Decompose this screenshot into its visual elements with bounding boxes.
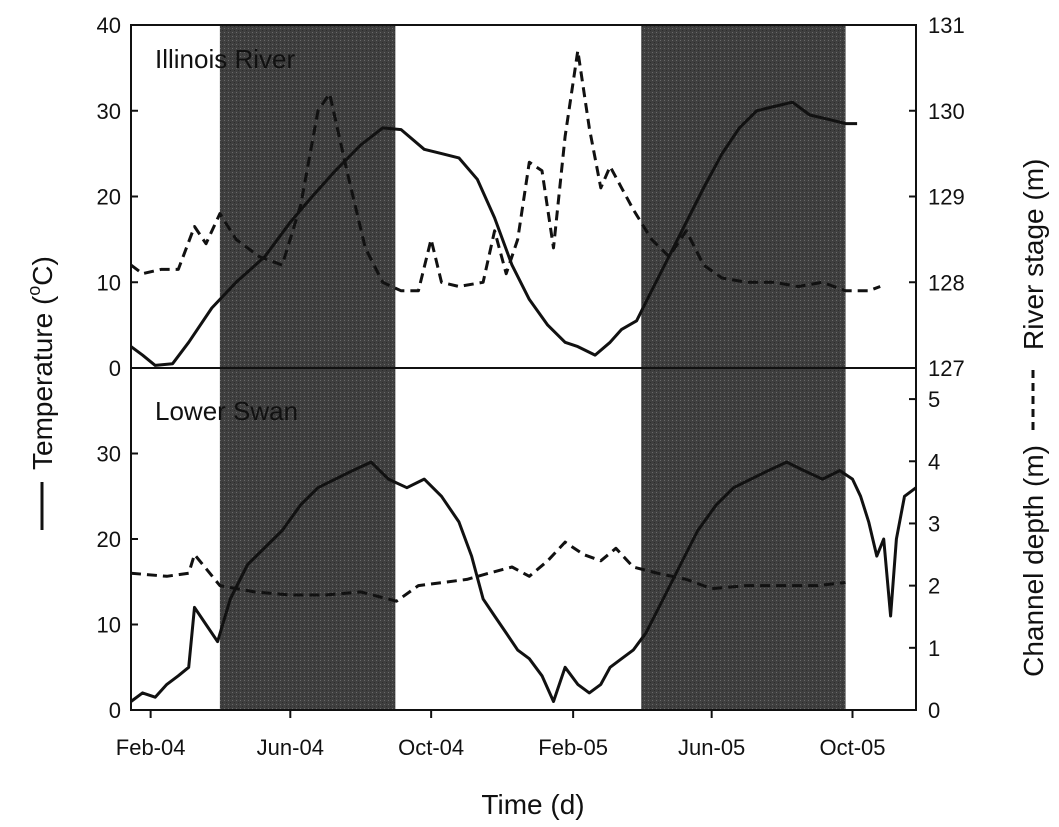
y-left-tick-label: 10 <box>97 270 121 295</box>
x-tick-label: Jun-04 <box>257 735 324 760</box>
y-right-tick-label: 0 <box>928 698 940 723</box>
x-tick-label: Feb-05 <box>538 735 608 760</box>
y-right-tick-label: 3 <box>928 511 940 536</box>
left-axis-title-prefix: Temperature ( <box>27 295 58 470</box>
series-layer <box>130 49 917 703</box>
right-axis-title-top: River stage (m) <box>1018 159 1049 350</box>
y-right-tick-label: 4 <box>928 449 940 474</box>
y-right-tick-label: 1 <box>928 636 940 661</box>
x-tick-label: Jun-05 <box>678 735 745 760</box>
panel-label-lower-swan: Lower Swan <box>155 396 298 426</box>
y-right-tick-label: 127 <box>928 356 965 381</box>
y-left-tick-label: 30 <box>97 442 121 467</box>
right-axis-title-bottom: Channel depth (m) <box>1018 445 1049 677</box>
series-panel0-solid-line <box>130 100 858 367</box>
tick-labels: 0 10 20 30 40 127 128 129 130 131 0 10 20 30 0 1 2 3 4 5 Feb… <box>97 13 965 760</box>
svg-text:Temperature (oC): Temperature (oC) <box>24 256 58 470</box>
y-right-tick-label: 130 <box>928 99 965 124</box>
x-tick-label: Oct-04 <box>398 735 464 760</box>
x-axis-title: Time (d) <box>481 789 584 820</box>
y-left-tick-label: 10 <box>97 613 121 638</box>
y-left-tick-label: 0 <box>109 356 121 381</box>
y-left-tick-label: 20 <box>97 527 121 552</box>
left-axis-title: Temperature (oC) <box>24 256 58 530</box>
y-right-tick-label: 128 <box>928 270 965 295</box>
series-panel1-solid-line <box>130 460 917 703</box>
y-left-tick-label: 0 <box>109 698 121 723</box>
series-panel1-dashed-line <box>130 540 846 603</box>
x-tick-label: Feb-04 <box>116 735 186 760</box>
right-axis-title: River stage (m) Channel depth (m) <box>1018 159 1049 677</box>
left-axis-title-sup: o <box>24 286 44 296</box>
ticks <box>131 24 916 718</box>
y-right-tick-label: 2 <box>928 574 940 599</box>
y-right-tick-label: 131 <box>928 13 965 38</box>
x-tick-label: Oct-05 <box>819 735 885 760</box>
left-axis-title-suffix: C) <box>27 256 58 286</box>
y-left-tick-label: 40 <box>97 13 121 38</box>
panel-label-illinois-river: Illinois River <box>155 44 295 74</box>
y-left-tick-label: 20 <box>97 185 121 210</box>
y-right-tick-label: 129 <box>928 185 965 210</box>
y-right-tick-label: 5 <box>928 387 940 412</box>
y-left-tick-label: 30 <box>97 99 121 124</box>
series-panel0-dashed-line <box>130 49 881 293</box>
